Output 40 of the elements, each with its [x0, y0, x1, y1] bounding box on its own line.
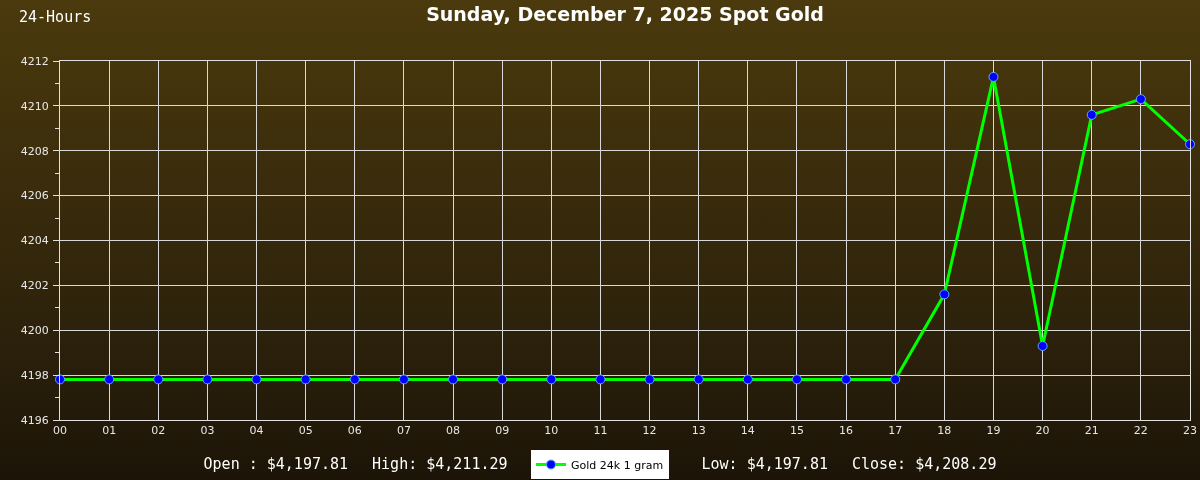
x-tick-label: 18	[937, 424, 952, 438]
x-tick-label: 01	[102, 424, 117, 438]
text: Low: $4,197.81	[701, 455, 828, 473]
text: 24-Hours	[19, 8, 92, 26]
y-tick-label: 4204	[20, 234, 49, 248]
y-tick-label: 4206	[20, 189, 49, 203]
y-tick-label: 4198	[20, 368, 49, 382]
x-tick-label: 06	[347, 424, 362, 438]
x-tick-label: 15	[789, 424, 804, 438]
x-tick-label: 11	[593, 424, 608, 438]
x-tick-label: 08	[446, 424, 461, 438]
y-tick-label: 4202	[20, 279, 49, 293]
x-tick-label: 12	[642, 424, 657, 438]
x-tick-label: 17	[888, 424, 903, 438]
x-tick-label: 14	[740, 424, 755, 438]
chart-title: Sunday, December 7, 2025 Spot Gold	[426, 2, 824, 25]
y-tick-label: 4196	[20, 413, 49, 427]
x-tick-label: 10	[544, 424, 559, 438]
x-tick-label: 02	[151, 424, 166, 438]
x-tick-label: 19	[986, 424, 1001, 438]
x-tick-label: 00	[53, 424, 67, 438]
x-tick-label: 05	[298, 424, 313, 438]
x-tick-label: 20	[1035, 424, 1050, 438]
x-tick-label: 16	[839, 424, 854, 438]
x-tick-label: 03	[200, 424, 215, 438]
x-tick-label: 04	[249, 424, 264, 438]
x-tick-label: 22	[1133, 424, 1148, 438]
legend-label: Gold 24k 1 gram	[571, 458, 664, 472]
x-tick-label: 21	[1084, 424, 1099, 438]
x-tick-label: 13	[691, 424, 706, 438]
text: High: $4,211.29	[372, 455, 508, 473]
x-tick-label: 23	[1183, 424, 1197, 438]
y-tick-label: 4208	[20, 144, 49, 158]
y-tick-label: 4210	[20, 99, 49, 113]
y-tick-label: 4212	[20, 54, 49, 68]
x-tick-label: 09	[495, 424, 510, 438]
text: Close: $4,208.29	[851, 455, 997, 473]
text: Open : $4,197.81	[203, 455, 349, 473]
x-tick-label: 07	[396, 424, 411, 438]
y-tick-label: 4200	[20, 324, 49, 338]
